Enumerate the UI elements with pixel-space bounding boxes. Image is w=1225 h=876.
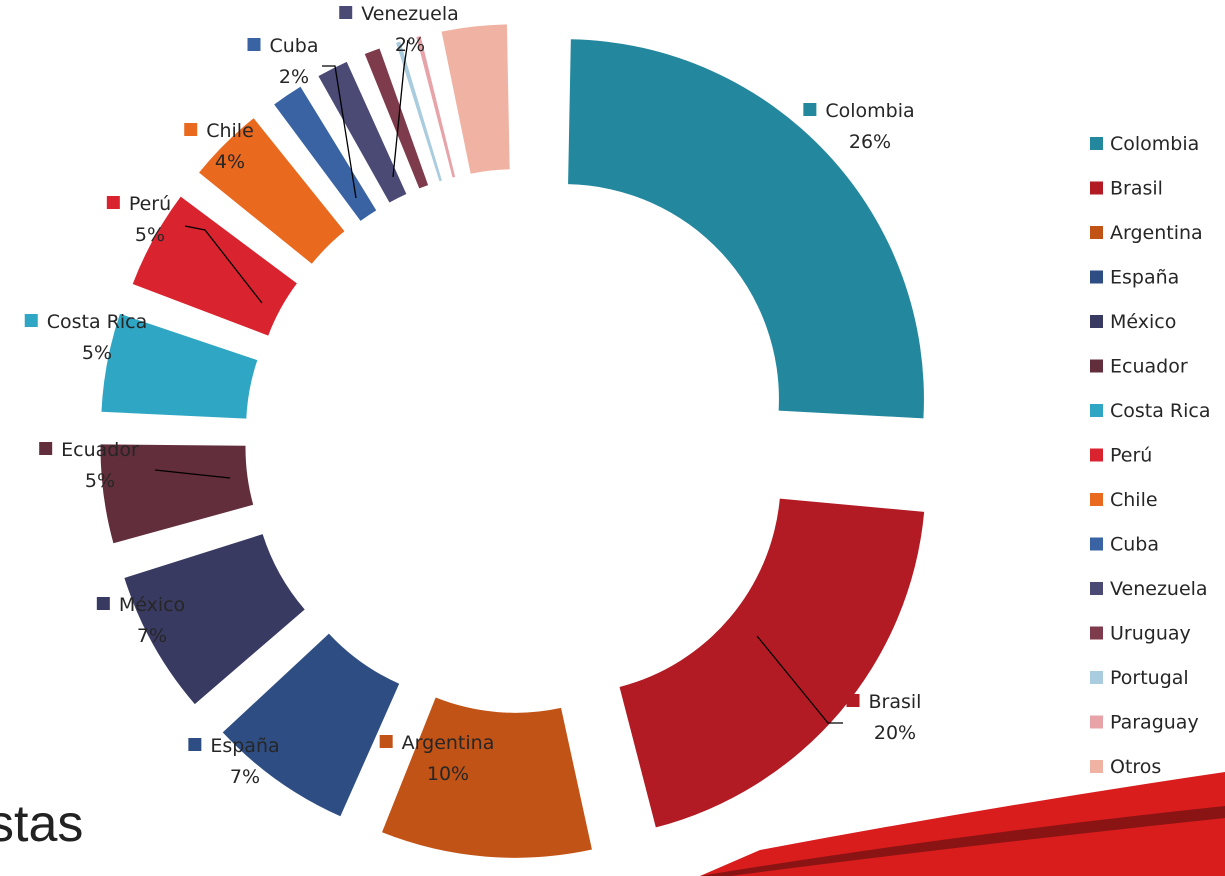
data-value-chile: 4%	[215, 151, 245, 173]
slice-brasil	[619, 498, 925, 828]
legend-swatch-argentina	[1090, 226, 1103, 239]
leader-venezuela	[392, 39, 409, 178]
footer-text: stas	[0, 795, 84, 853]
data-label-venezuela: Venezuela	[361, 3, 459, 25]
slice-uruguay	[364, 48, 429, 189]
slice-espana	[222, 633, 400, 817]
legend-swatch-cuba	[1090, 537, 1103, 551]
legend-entry-mexico: México	[1110, 311, 1176, 333]
data-swatch-cuba	[247, 38, 261, 51]
leader-cuba	[322, 65, 357, 199]
slice-paraguay	[416, 36, 456, 178]
slice-ecuador	[100, 444, 254, 544]
legend-entry-otros: Otros	[1110, 756, 1161, 778]
data-value-ecuador: 5%	[85, 470, 115, 492]
ribbon-red	[700, 772, 1225, 876]
data-label-mexico: México	[119, 594, 185, 616]
data-label-brasil: Brasil	[869, 691, 922, 713]
legend-entry-brasil: Brasil	[1110, 178, 1163, 200]
legend-swatch-uruguay	[1090, 626, 1103, 640]
legend-entry-costa-rica: Costa Rica	[1110, 400, 1211, 422]
legend: Colombia Brasil Argentina España México Ecuad…	[1090, 133, 1211, 778]
legend-swatch-colombia	[1090, 137, 1103, 150]
legend-entry-cuba: Cuba	[1110, 534, 1159, 556]
data-swatch-mexico	[96, 597, 110, 610]
data-value-brasil: 20%	[874, 722, 916, 744]
data-value-peru: 5%	[135, 224, 165, 246]
slice-peru	[132, 196, 297, 336]
data-value-venezuela: 2%	[395, 34, 425, 56]
legend-entry-chile: Chile	[1110, 489, 1158, 511]
ribbon-dark	[700, 806, 1225, 876]
donut-slices	[100, 24, 925, 858]
legend-swatch-ecuador	[1090, 359, 1103, 373]
legend-entry-argentina: Argentina	[1110, 222, 1203, 244]
data-value-espana: 7%	[230, 766, 260, 788]
legend-entry-espana: España	[1110, 267, 1179, 289]
data-swatch-venezuela	[339, 6, 353, 19]
slice-argentina	[382, 697, 592, 858]
data-label-espana: España	[210, 735, 279, 757]
slice-otros	[441, 24, 510, 174]
data-label-colombia: Colombia	[825, 100, 914, 122]
data-label-ecuador: Ecuador	[61, 439, 139, 461]
slice-chile	[199, 118, 345, 264]
legend-entry-colombia: Colombia	[1110, 133, 1199, 155]
legend-entry-uruguay: Uruguay	[1110, 623, 1191, 645]
data-swatch-costa-rica	[24, 314, 38, 327]
slice-portugal	[396, 41, 442, 182]
leader-ecuador	[154, 469, 231, 479]
data-label-cuba: Cuba	[269, 35, 318, 57]
slice-colombia	[568, 39, 924, 419]
leader-peru	[184, 225, 263, 304]
data-swatch-colombia	[803, 103, 817, 116]
legend-swatch-chile	[1090, 493, 1103, 506]
legend-swatch-portugal	[1090, 671, 1103, 684]
slice-costa-rica	[101, 313, 258, 419]
data-value-cuba: 2%	[279, 66, 309, 88]
data-label-peru: Perú	[129, 193, 171, 215]
data-swatch-espana	[188, 738, 202, 751]
data-swatch-peru	[106, 196, 120, 209]
data-value-colombia: 26%	[849, 131, 891, 153]
legend-swatch-espana	[1090, 270, 1103, 284]
data-swatch-brasil	[846, 694, 860, 707]
data-value-mexico: 7%	[137, 625, 167, 647]
data-label-costa-rica: Costa Rica	[47, 311, 148, 333]
leader-brasil	[756, 635, 843, 724]
data-swatch-chile	[184, 123, 198, 136]
data-swatch-argentina	[379, 735, 393, 748]
slice-cuba	[274, 86, 377, 221]
legend-entry-venezuela: Venezuela	[1110, 578, 1208, 600]
decorative-ribbon	[700, 772, 1225, 876]
legend-swatch-paraguay	[1090, 715, 1103, 729]
leader-lines	[154, 39, 843, 724]
data-label-chile: Chile	[206, 120, 254, 142]
legend-entry-paraguay: Paraguay	[1110, 712, 1199, 734]
data-swatch-ecuador	[39, 442, 53, 455]
legend-swatch-mexico	[1090, 315, 1103, 328]
legend-swatch-venezuela	[1090, 582, 1103, 595]
legend-entry-peru: Perú	[1110, 445, 1152, 467]
legend-swatch-otros	[1090, 760, 1103, 773]
slice-mexico	[124, 534, 305, 705]
legend-swatch-peru	[1090, 448, 1103, 462]
legend-entry-portugal: Portugal	[1110, 667, 1189, 689]
data-value-costa-rica: 5%	[82, 342, 112, 364]
data-labels: Colombia 26% Brasil 20% Argentina 10% España 7%…	[24, 3, 922, 788]
legend-entry-ecuador: Ecuador	[1110, 356, 1188, 378]
legend-swatch-costa-rica	[1090, 404, 1103, 417]
data-value-argentina: 10%	[427, 763, 469, 785]
data-label-argentina: Argentina	[402, 732, 495, 754]
legend-swatch-brasil	[1090, 181, 1103, 195]
